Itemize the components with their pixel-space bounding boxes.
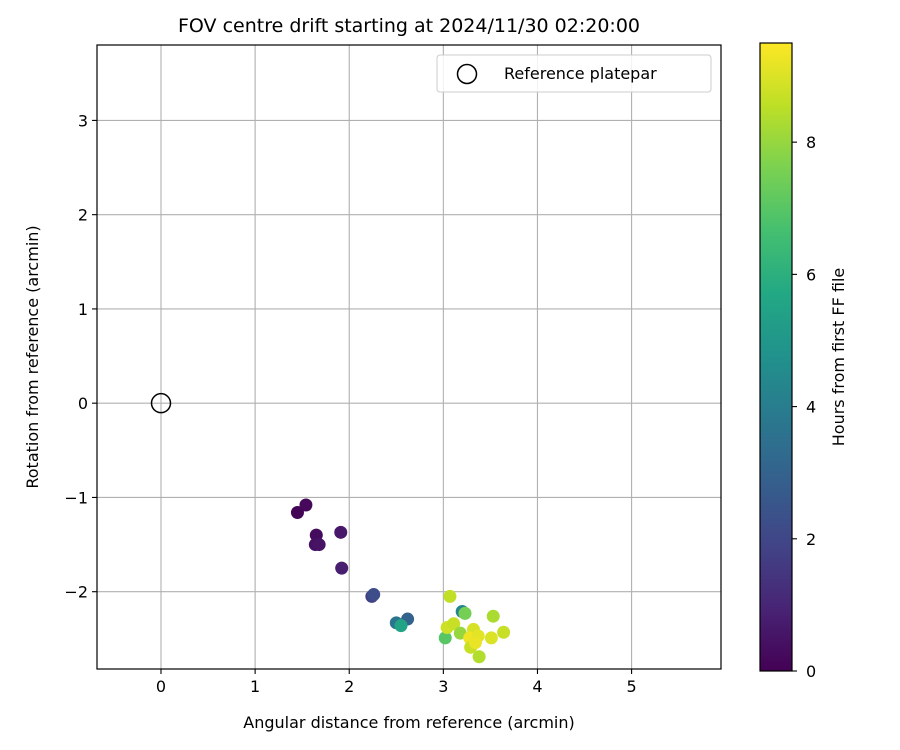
data-point bbox=[468, 636, 482, 650]
data-point bbox=[312, 538, 326, 552]
data-point bbox=[290, 506, 304, 520]
x-tick-label: 4 bbox=[532, 677, 542, 696]
x-tick-label: 0 bbox=[156, 677, 166, 696]
colorbar-label: Hours from first FF file bbox=[829, 268, 848, 447]
legend: Reference platepar bbox=[436, 54, 712, 93]
data-point bbox=[497, 625, 511, 639]
reference-marker-icon bbox=[150, 392, 172, 414]
chart-title: FOV centre drift starting at 2024/11/30 … bbox=[178, 15, 640, 37]
data-point bbox=[334, 525, 348, 539]
legend-marker-icon bbox=[456, 63, 478, 85]
colorbar-tick-label: 8 bbox=[806, 133, 816, 152]
x-tick-label: 3 bbox=[438, 677, 448, 696]
colorbar-tick-label: 2 bbox=[806, 530, 816, 549]
y-tick-label: 2 bbox=[78, 206, 88, 225]
reference-marker-layer bbox=[150, 392, 172, 414]
y-tick-label: −2 bbox=[64, 583, 88, 602]
data-point bbox=[447, 617, 461, 631]
data-point bbox=[484, 631, 498, 645]
data-point bbox=[299, 498, 313, 512]
data-point bbox=[443, 589, 457, 603]
legend-label: Reference platepar bbox=[504, 64, 657, 83]
y-tick-label: −1 bbox=[64, 488, 88, 507]
y-axis-label: Rotation from reference (arcmin) bbox=[23, 225, 42, 488]
data-point bbox=[438, 631, 452, 645]
colorbar-frame bbox=[759, 42, 793, 672]
y-axis-ticks: −2 −1 0 1 2 3 bbox=[64, 111, 97, 602]
y-tick-label: 3 bbox=[78, 111, 88, 130]
x-axis-ticks: 0 1 2 3 4 5 bbox=[156, 669, 637, 696]
plot-frame bbox=[96, 44, 722, 670]
x-tick-label: 5 bbox=[626, 677, 636, 696]
x-tick-label: 1 bbox=[250, 677, 260, 696]
data-point bbox=[394, 619, 408, 633]
colorbar-tick-label: 6 bbox=[806, 265, 816, 284]
data-point bbox=[335, 561, 349, 575]
data-point bbox=[472, 650, 486, 664]
legend-box bbox=[436, 54, 712, 93]
y-tick-label: 0 bbox=[78, 394, 88, 413]
colorbar-tick-label: 0 bbox=[806, 662, 816, 681]
colorbar-tick-label: 4 bbox=[806, 398, 816, 417]
data-point bbox=[486, 609, 500, 623]
x-axis-label: Angular distance from reference (arcmin) bbox=[243, 713, 574, 732]
colorbar: 0 2 4 6 8 Hours from first FF file bbox=[759, 42, 848, 681]
scatter-points bbox=[290, 498, 511, 664]
data-point bbox=[367, 588, 381, 602]
y-tick-label: 1 bbox=[78, 300, 88, 319]
grid-lines bbox=[97, 45, 721, 669]
x-tick-label: 2 bbox=[344, 677, 354, 696]
colorbar-gradient bbox=[760, 43, 792, 671]
colorbar-ticks: 0 2 4 6 8 bbox=[792, 133, 816, 681]
data-point bbox=[458, 606, 472, 620]
